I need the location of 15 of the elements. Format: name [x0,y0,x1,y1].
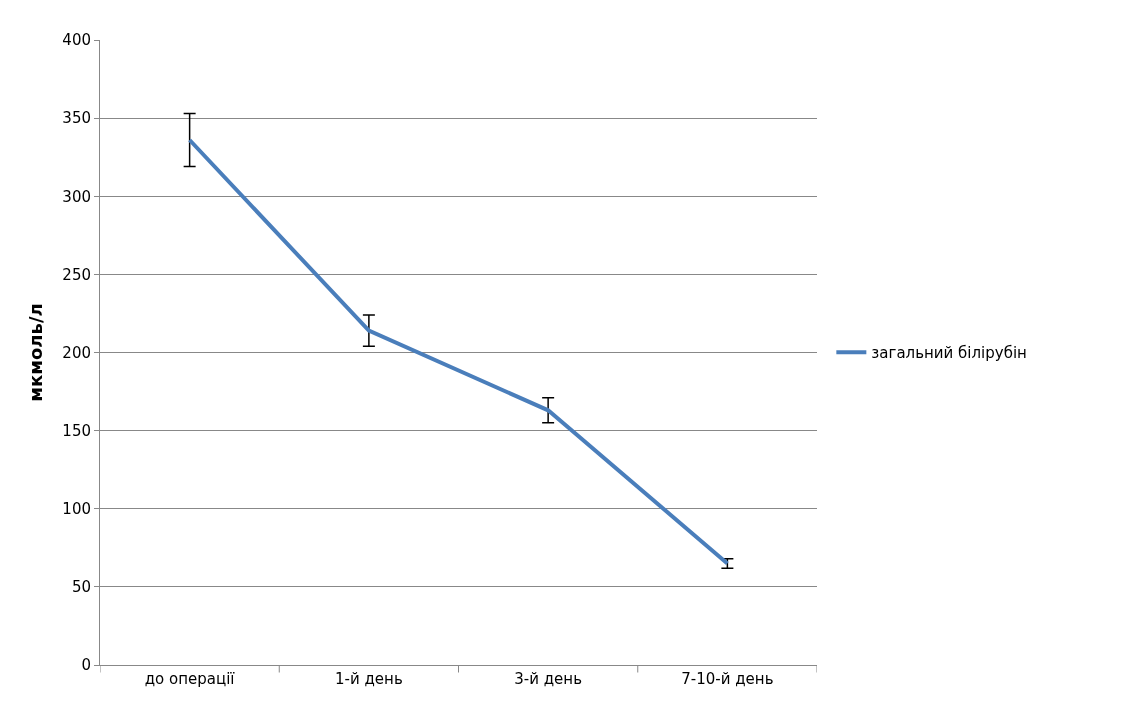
y-tick-label: 50 [71,578,91,597]
y-tick-label: 250 [62,265,91,284]
y-axis-title: мкмоль/л [24,303,46,402]
x-tick-label: 3-й день [514,670,582,688]
y-tick-label: 300 [62,187,91,206]
y-tick-label: 350 [62,109,91,128]
x-tick-label: 1-й день [335,670,403,688]
legend-label: загальний білірубін [871,344,1027,363]
y-tick-label: 150 [62,421,91,440]
y-tick-label: 0 [81,656,91,675]
y-tick-label: 200 [62,343,91,362]
x-tick-label: до операції [144,670,236,688]
x-tick-label: 7-10-й день [681,670,774,688]
y-tick-label: 100 [62,500,91,518]
y-tick-label: 400 [62,31,91,50]
